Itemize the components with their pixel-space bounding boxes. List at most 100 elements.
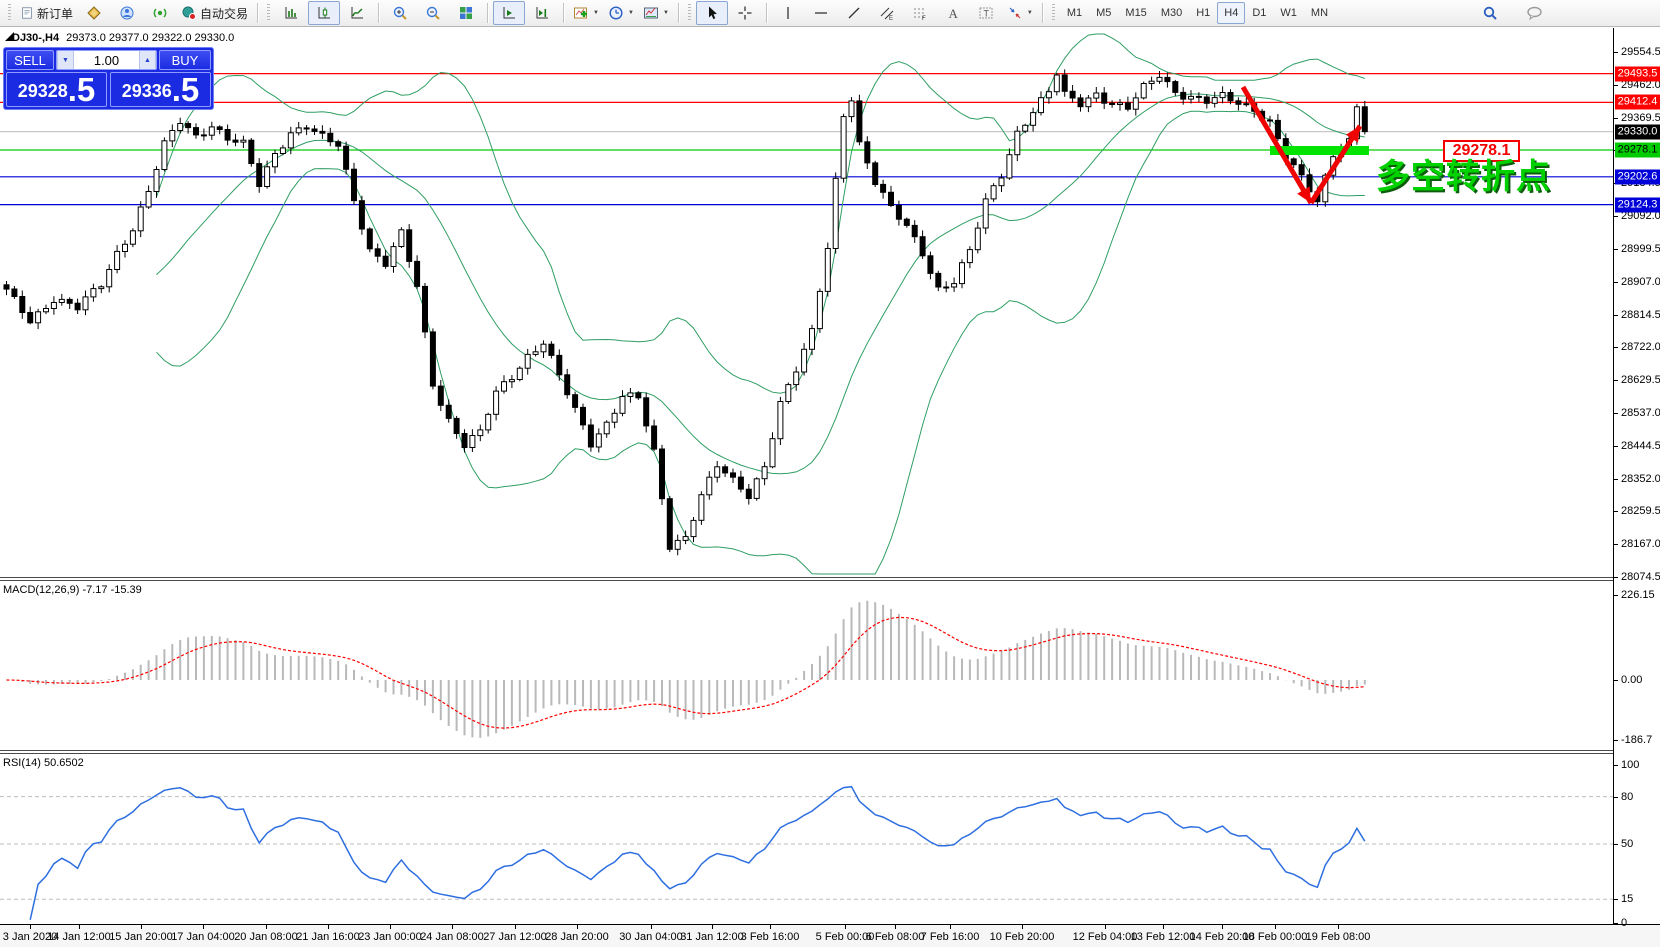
search-button[interactable] [1474,1,1506,25]
axis-tick-mark [1614,248,1618,250]
time-tick-label: 27 Jan 12:00 [483,931,547,943]
rsi-pane[interactable]: RSI(14) 50.6502 [0,754,1613,924]
toolbar-grip [8,4,11,22]
time-tick-mark [1338,925,1339,929]
price-annotation-flag[interactable]: 29278.1 [1443,140,1520,162]
price-axis[interactable]: 29554.529462.029369.529277.029184.529092… [1613,28,1660,929]
svg-text:E: E [889,16,893,21]
time-tick-label: 15 Jan 20:00 [109,931,173,943]
arrows-icon [1007,5,1023,21]
line-chart-button[interactable] [341,1,373,25]
auto-scroll-button[interactable] [493,1,526,25]
chevron-down-icon: ▼ [1026,10,1033,16]
equidistant-channel-button[interactable]: E [871,1,903,25]
auto-trading-button[interactable]: 自动交易 [177,1,252,25]
indicators-button[interactable]: ▼ [569,1,603,25]
chevron-down-icon: ▼ [662,10,669,16]
trendline-button[interactable] [838,1,870,25]
axis-tick-mark [1614,445,1618,447]
time-tick-label: 13 Feb 12:00 [1130,931,1196,943]
time-tick-label: 14 Feb 20:00 [1189,931,1255,943]
horizontal-line-button[interactable] [805,1,837,25]
price-tick-label: 28907.0 [1621,275,1660,288]
candlestick-chart-button[interactable] [308,1,341,25]
sell-button[interactable]: SELL [6,50,54,70]
new-order-button[interactable]: 新订单 [16,1,77,25]
market-watch-button[interactable] [111,1,143,25]
toolbar-separator [378,3,380,23]
price-level-badge: 29412.4 [1615,94,1660,110]
toolbar-right-group [1474,1,1656,25]
timeframe-m30-button[interactable]: M30 [1160,7,1183,19]
macd-tick-label: 0.00 [1621,674,1643,686]
templates-button[interactable]: ▼ [639,1,673,25]
timeframe-w1-button[interactable]: W1 [1280,7,1297,19]
volume-increase-button[interactable]: ▲ [139,51,156,69]
timeframe-mn-button[interactable]: MN [1310,7,1329,19]
volume-value[interactable]: 1.00 [93,52,120,68]
buy-button[interactable]: BUY [159,50,211,70]
crosshair-button[interactable] [729,1,761,25]
macd-pane[interactable]: MACD(12,26,9) -7.17 -15.39 [0,581,1613,750]
time-tick-mark [712,925,713,929]
axis-tick-mark [1614,314,1618,316]
timeframe-m5-button[interactable]: M5 [1096,7,1112,19]
bar-chart-button[interactable] [275,1,307,25]
candlestick-chart-icon [316,5,332,21]
rsi-tick-label: 50 [1621,838,1634,850]
axis-tick-mark [1614,84,1618,86]
price-tick-label: 29554.5 [1621,46,1660,58]
chart-shift-button[interactable] [526,1,558,25]
time-tick-mark [770,925,771,929]
text-button[interactable]: A [937,1,969,25]
price-level-badge: 29330.0 [1615,124,1660,140]
price-tick-label: 28167.0 [1621,538,1660,551]
macd-tick-label: 226.15 [1621,588,1655,601]
time-tick-label: 10 Feb 20:00 [989,931,1055,943]
timeframe-h1-button[interactable]: H1 [1196,7,1211,19]
timeframe-h4-button[interactable]: H4 [1217,2,1246,24]
auto-scroll-icon [501,5,517,21]
timeframe-m15-button[interactable]: M15 [1125,7,1147,19]
pane-separator[interactable] [0,750,1613,754]
price-tick-label: 28814.5 [1621,308,1660,321]
turning-point-annotation[interactable]: 多空转折点 [1376,158,1551,196]
sell-price[interactable]: 29328.5 [6,72,107,107]
sell-price-frac: .5 [67,71,96,108]
pane-separator[interactable] [0,577,1613,581]
price-tick-label: 28259.5 [1621,505,1660,518]
auto-trading-icon [181,5,197,21]
time-tick-label: 24 Jan 08:00 [420,931,484,943]
zoom-in-button[interactable] [384,1,416,25]
arrows-button[interactable]: ▼ [1003,1,1037,25]
zoom-in-icon [392,5,408,21]
chat-button[interactable] [1518,1,1550,25]
buy-price[interactable]: 29336.5 [110,72,211,107]
new-chart-button[interactable] [78,1,110,25]
time-tick-label: 12 Feb 04:00 [1072,931,1138,943]
text-label-button[interactable]: T [970,1,1002,25]
periods-button[interactable]: ▼ [604,1,638,25]
indicators-icon [573,5,589,21]
zoom-out-button[interactable] [417,1,449,25]
signals-button[interactable] [144,1,176,25]
axis-tick-mark [1614,594,1618,596]
chart-title: DJ30-,H4 29373.0 29377.0 29322.0 29330.0 [5,32,234,44]
price-tick-label: 29369.5 [1621,111,1660,124]
rsi-tick-label: 100 [1621,759,1640,771]
timeframe-m1-button[interactable]: M1 [1066,7,1083,19]
axis-tick-mark [1614,899,1618,901]
vertical-line-button[interactable] [772,1,804,25]
axis-tick-mark [1614,740,1618,741]
tile-windows-button[interactable] [450,1,482,25]
main-chart-pane[interactable]: DJ30-,H4 29373.0 29377.0 29322.0 29330.0… [0,28,1613,578]
trendline-icon [846,5,862,21]
timeframe-d1-button[interactable]: D1 [1252,7,1267,19]
fibonacci-button[interactable]: F [904,1,936,25]
volume-decrease-button[interactable]: ▼ [57,51,74,69]
gold-chart-icon [86,5,102,21]
time-axis[interactable]: 3 Jan 2020 14 Jan 12:00 15 Jan 20:00 17 Jan… [0,924,1660,947]
svg-text:T: T [983,9,989,19]
time-tick-label: 7 Feb 16:00 [920,931,980,943]
cursor-button[interactable] [695,1,728,25]
